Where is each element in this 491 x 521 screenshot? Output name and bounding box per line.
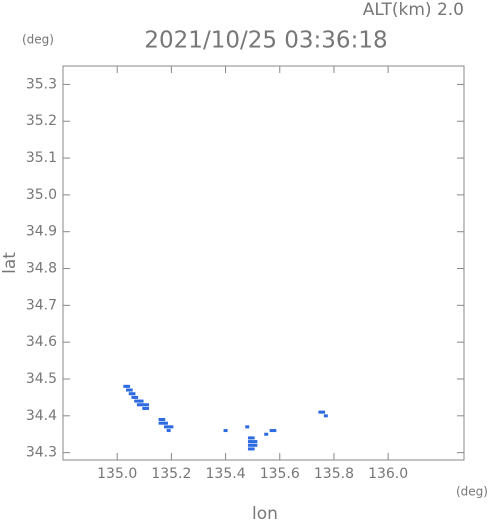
radar-point [250,436,255,440]
y-tick-label: 35.3 [26,76,57,92]
y-tick-label: 34.4 [26,408,57,424]
chart-title: 2021/10/25 03:36:18 [144,28,387,54]
radar-point [128,392,133,396]
radar-point [158,417,163,421]
y-unit: (deg) [22,33,54,47]
y-tick-label: 34.7 [26,297,57,313]
x-tick-label: 135.8 [314,466,354,482]
radar-point [139,403,144,407]
radar-point [250,443,255,447]
radar-point [123,384,128,388]
y-axis-label: lat [0,252,20,274]
radar-point [223,429,228,433]
radar-point [269,429,274,433]
radar-point [136,399,141,403]
y-tick-label: 34.3 [26,445,57,461]
y-tick-label: 34.6 [26,334,57,350]
radar-point [128,388,133,392]
radar-point [250,440,255,444]
altitude-label: ALT(km) 2.0 [363,0,464,20]
radar-point [166,429,171,433]
radar-point [134,395,139,399]
radar-point [323,414,328,418]
radar-point [158,421,163,425]
y-tick-label: 34.9 [26,224,57,240]
radar-point [318,410,323,414]
radar-point [163,421,168,425]
y-tick-label: 34.8 [26,261,57,277]
radar-point [272,429,277,433]
plot-frame [62,65,465,461]
radar-point [126,384,131,388]
radar-point [321,410,326,414]
radar-point [166,425,171,429]
radar-point [142,403,147,407]
radar-point [247,447,252,451]
radar-point [253,440,258,444]
radar-point [253,443,258,447]
radar-point [247,443,252,447]
radar-point [144,403,149,407]
x-axis-label: lon [252,504,278,521]
y-tick-label: 35.0 [26,187,57,203]
y-tick-label: 35.2 [26,113,57,129]
radar-point [142,406,147,410]
radar-point [144,406,149,410]
radar-point [136,403,141,407]
x-tick-label: 135.6 [260,466,300,482]
x-tick-label: 135.0 [97,466,137,482]
radar-point [163,425,168,429]
radar-point [247,436,252,440]
radar-point [247,440,252,444]
radar-point [161,417,166,421]
radar-point [126,388,131,392]
x-tick-label: 136.0 [368,466,408,482]
x-tick-label: 135.2 [151,466,191,482]
radar-point [169,425,174,429]
y-tick-label: 34.5 [26,371,57,387]
radar-point [245,425,250,429]
radar-point [131,392,136,396]
radar-point [264,432,269,436]
y-tick-label: 35.1 [26,150,57,166]
radar-point [250,447,255,451]
radar-point [139,399,144,403]
x-tick-label: 135.4 [206,466,246,482]
radar-point [134,399,139,403]
radar-point [131,395,136,399]
x-unit: (deg) [456,485,488,499]
radar-point [161,421,166,425]
